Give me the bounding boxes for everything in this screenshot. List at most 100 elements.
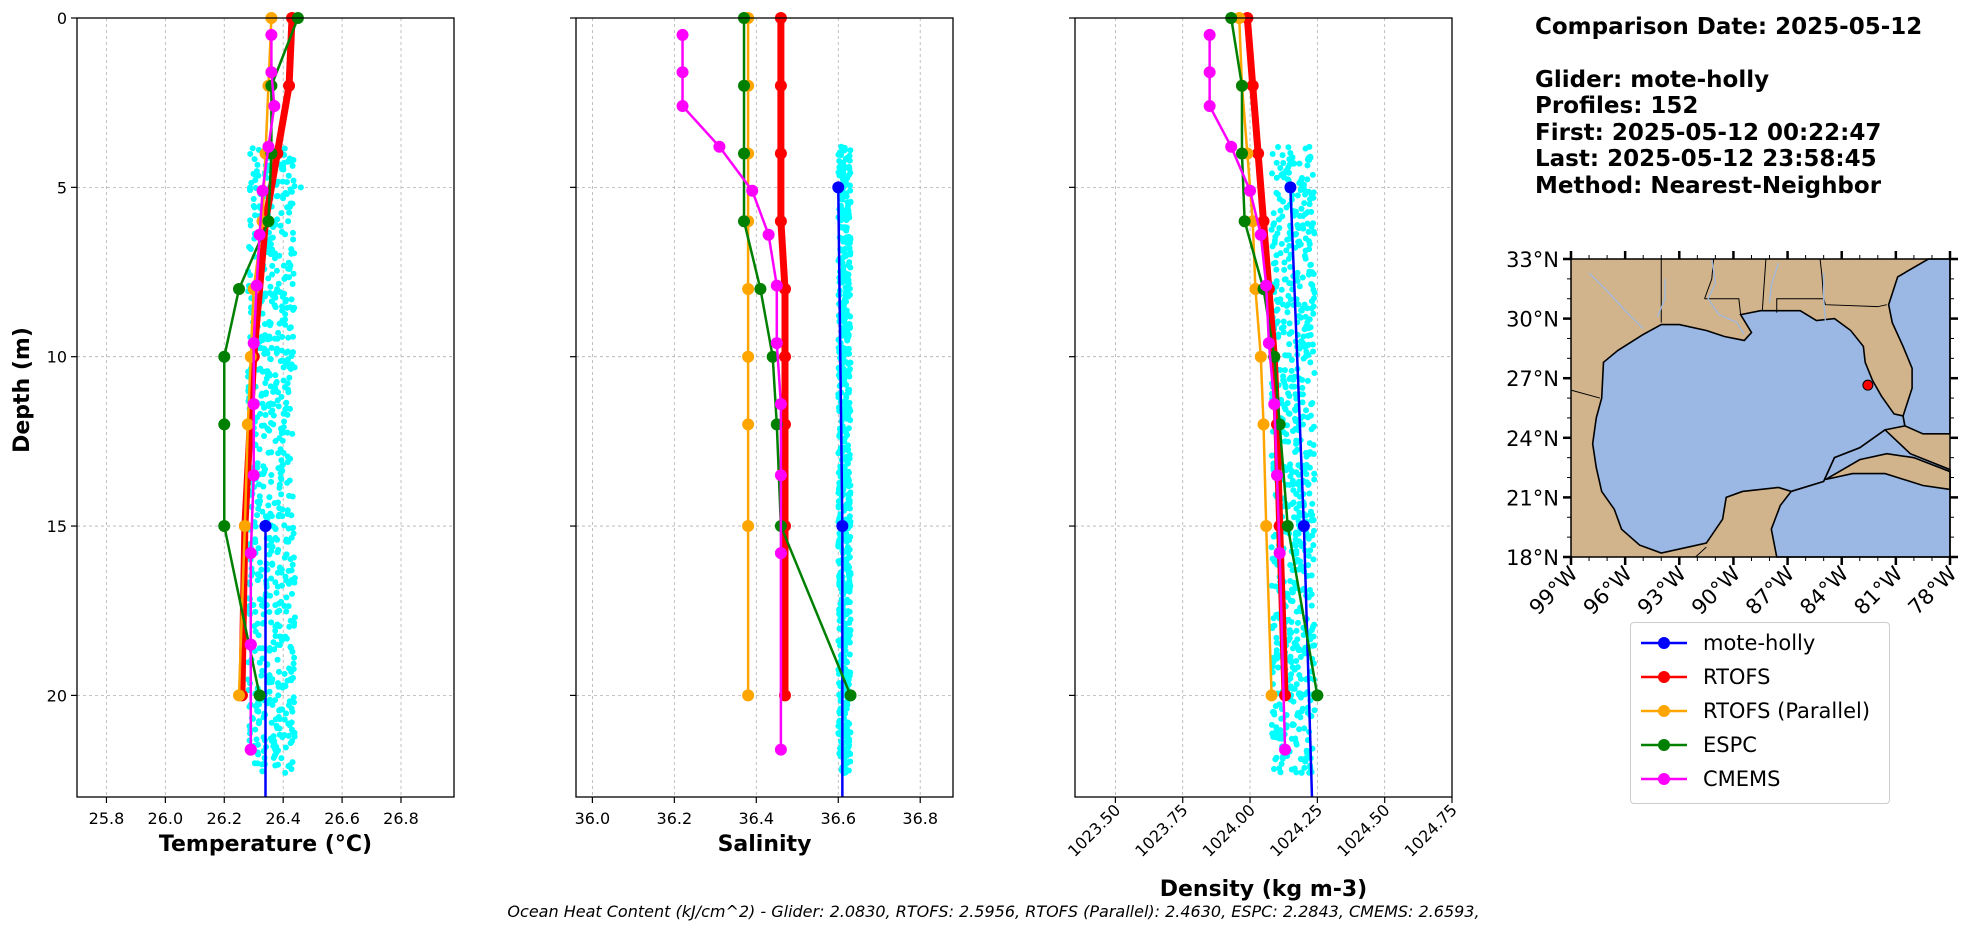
map-frame	[1570, 258, 1951, 558]
glider-scatter-point	[846, 585, 853, 592]
glider-scatter-point	[1306, 143, 1313, 150]
state-border	[1570, 389, 1601, 399]
y-tick-label: 20	[47, 686, 67, 705]
glider-scatter-point	[1295, 530, 1302, 537]
glider-scatter-point	[283, 594, 290, 601]
data-point-cmems	[247, 398, 260, 411]
data-point-rtofs-parallel	[1265, 689, 1278, 702]
glider-scatter-point	[267, 735, 274, 742]
profile-count: Profiles: 152	[1535, 93, 1699, 119]
x-tick-label: 26.4	[265, 809, 301, 828]
lon-tick-label: 96°W	[1579, 561, 1637, 619]
glider-scatter-point	[1273, 266, 1280, 273]
glider-scatter-point	[268, 575, 275, 582]
glider-scatter-point	[269, 271, 276, 278]
glider-scatter-point	[841, 445, 848, 452]
glider-scatter-point	[275, 682, 282, 689]
glider-scatter-point	[1286, 280, 1293, 287]
glider-scatter-point	[268, 538, 275, 545]
glider-scatter-point	[1303, 747, 1310, 754]
data-point-cmems	[253, 228, 266, 241]
glider-scatter-point	[845, 389, 852, 396]
series-line-cmems	[681, 34, 783, 750]
glider-scatter-point	[1295, 313, 1302, 320]
x-tick-label: 1024.25	[1266, 800, 1326, 860]
axes-frame	[1074, 17, 1453, 798]
state-border	[1823, 298, 1887, 308]
glider-scatter-point	[267, 241, 274, 248]
glider-scatter-point	[283, 536, 290, 543]
glider-scatter-point	[282, 769, 289, 776]
glider-scatter-point	[1287, 149, 1294, 156]
glider-scatter-point	[287, 556, 294, 563]
glider-scatter-point	[836, 560, 843, 567]
glider-scatter-point	[273, 749, 280, 756]
glider-scatter-point	[271, 646, 278, 653]
glider-scatter-point	[1302, 255, 1309, 262]
data-point-cmems	[1203, 66, 1216, 79]
glider-scatter-point	[845, 608, 852, 615]
glider-scatter-point	[252, 212, 259, 219]
glider-scatter-point	[290, 694, 297, 701]
glider-scatter-point	[846, 171, 853, 178]
glider-scatter-point	[254, 460, 261, 467]
glider-scatter-point	[1310, 527, 1317, 534]
glider-scatter-point	[273, 378, 280, 385]
glider-scatter-point	[1301, 725, 1308, 732]
data-point-mote-holly	[836, 520, 849, 533]
glider-scatter-point	[1270, 658, 1277, 665]
glider-scatter-point	[846, 321, 853, 328]
glider-scatter-point	[274, 621, 281, 628]
glider-scatter-point	[256, 446, 263, 453]
glider-scatter-point	[285, 386, 292, 393]
legend-item-glider: mote-holly	[1639, 629, 1815, 657]
glider-scatter-point	[271, 255, 278, 262]
glider-scatter-point	[838, 143, 845, 150]
glider-scatter-point	[291, 304, 298, 311]
glider-scatter-point	[1268, 226, 1275, 233]
glider-scatter-point	[289, 281, 296, 288]
data-point-espc	[738, 215, 751, 228]
data-point-cmems	[770, 279, 783, 292]
glider-scatter-point	[268, 471, 275, 478]
glider-scatter-point	[1298, 307, 1305, 314]
data-point-mote-holly	[259, 520, 272, 533]
glider-scatter-point	[281, 145, 288, 152]
lon-tick-label: 90°W	[1687, 561, 1745, 619]
glider-scatter-point	[1291, 765, 1298, 772]
glider-name: Glider: mote-holly	[1535, 66, 1770, 93]
glider-scatter-point	[847, 251, 854, 258]
glider-scatter-point	[278, 210, 285, 217]
legend-item-rtofs: RTOFS	[1639, 663, 1770, 691]
data-point-rtofs-parallel	[742, 418, 755, 431]
glider-scatter-point	[1270, 221, 1277, 228]
glider-scatter-point	[1296, 726, 1303, 733]
data-point-cmems	[1203, 28, 1216, 41]
glider-scatter-point	[291, 183, 298, 190]
data-point-espc	[844, 689, 857, 702]
glider-scatter-point	[1300, 756, 1307, 763]
glider-scatter-point	[285, 580, 292, 587]
glider-scatter-point	[1268, 721, 1275, 728]
glider-scatter-point	[843, 760, 850, 767]
glider-scatter-point	[276, 320, 283, 327]
glider-scatter-point	[289, 493, 296, 500]
glider-scatter-point	[847, 264, 854, 271]
glider-scatter-point	[835, 730, 842, 737]
glider-scatter-point	[276, 607, 283, 614]
glider-scatter-point	[280, 449, 287, 456]
glider-scatter-point	[272, 627, 279, 634]
lat-tick-label: 21°N	[1506, 486, 1559, 510]
glider-scatter-point	[1281, 259, 1288, 266]
glider-scatter-point	[285, 274, 292, 281]
glider-scatter-point	[275, 280, 282, 287]
glider-scatter-point	[1286, 341, 1293, 348]
y-tick-label: 15	[47, 517, 67, 536]
glider-scatter-point	[1309, 642, 1316, 649]
glider-scatter-point	[265, 402, 272, 409]
glider-scatter-point	[280, 377, 287, 384]
data-point-cmems	[250, 279, 263, 292]
glider-scatter-point	[1302, 235, 1309, 242]
glider-scatter-point	[1282, 384, 1289, 391]
glider-scatter-point	[262, 380, 269, 387]
